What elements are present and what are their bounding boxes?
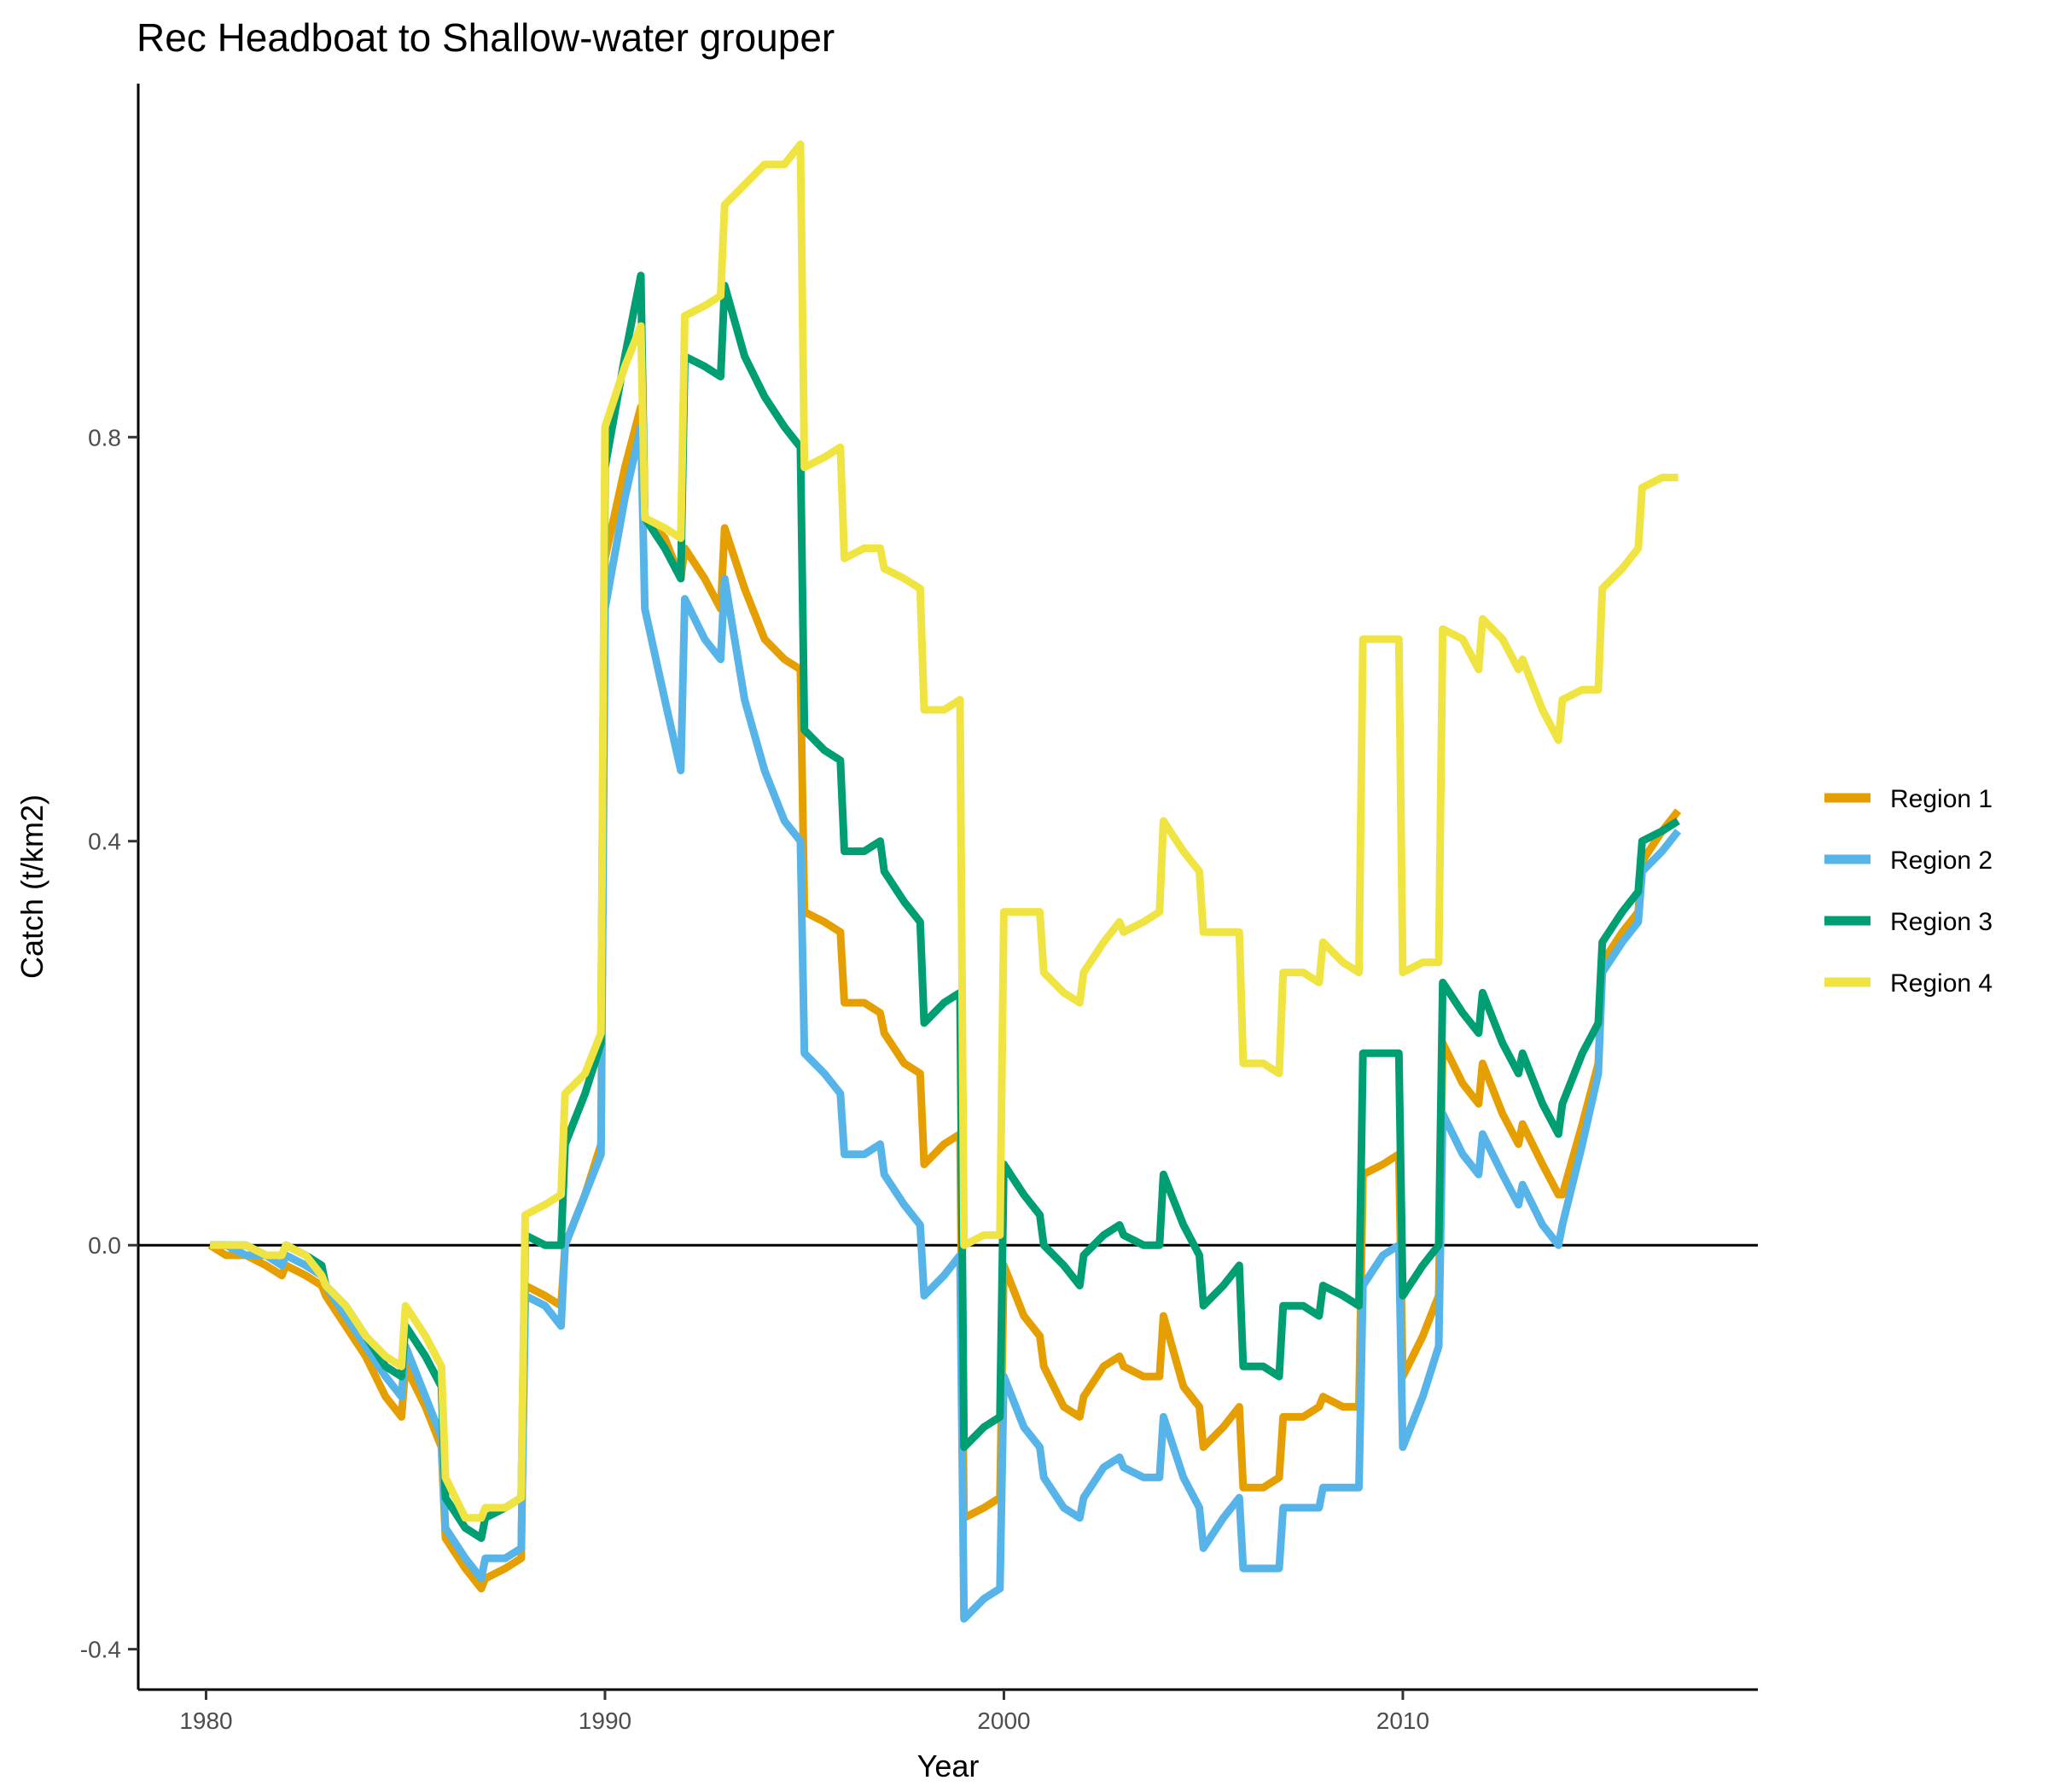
y-tick-label: 0.8 bbox=[88, 424, 121, 451]
y-tick-label: -0.4 bbox=[80, 1637, 121, 1663]
x-tick-label: 1990 bbox=[579, 1708, 631, 1734]
legend-label-region-4: Region 4 bbox=[1890, 969, 1993, 998]
series-line-region-4 bbox=[210, 140, 1679, 1522]
legend-label-region-3: Region 3 bbox=[1890, 908, 1993, 936]
legend-label-region-2: Region 2 bbox=[1890, 847, 1993, 875]
x-tick-label: 1980 bbox=[179, 1708, 232, 1734]
y-tick-label: 0.4 bbox=[88, 829, 121, 855]
x-tick-label: 2000 bbox=[977, 1708, 1030, 1734]
x-tick-label: 2010 bbox=[1376, 1708, 1429, 1734]
plot-area bbox=[138, 140, 1758, 1623]
chart-title: Rec Headboat to Shallow-water grouper bbox=[137, 15, 835, 60]
series-layer bbox=[207, 140, 1682, 1623]
x-axis-title: Year bbox=[917, 1748, 980, 1783]
legend-label-region-1: Region 1 bbox=[1890, 785, 1993, 813]
x-axis-ticks: 1980 1990 2000 2010 bbox=[179, 1690, 1429, 1734]
y-axis-ticks: -0.4 0.0 0.4 0.8 bbox=[80, 424, 138, 1663]
legend: Region 1 Region 2 Region 3 Region 4 bbox=[1824, 785, 1993, 998]
y-axis-title: Catch (t/km2) bbox=[15, 794, 49, 979]
y-tick-label: 0.0 bbox=[88, 1232, 121, 1259]
